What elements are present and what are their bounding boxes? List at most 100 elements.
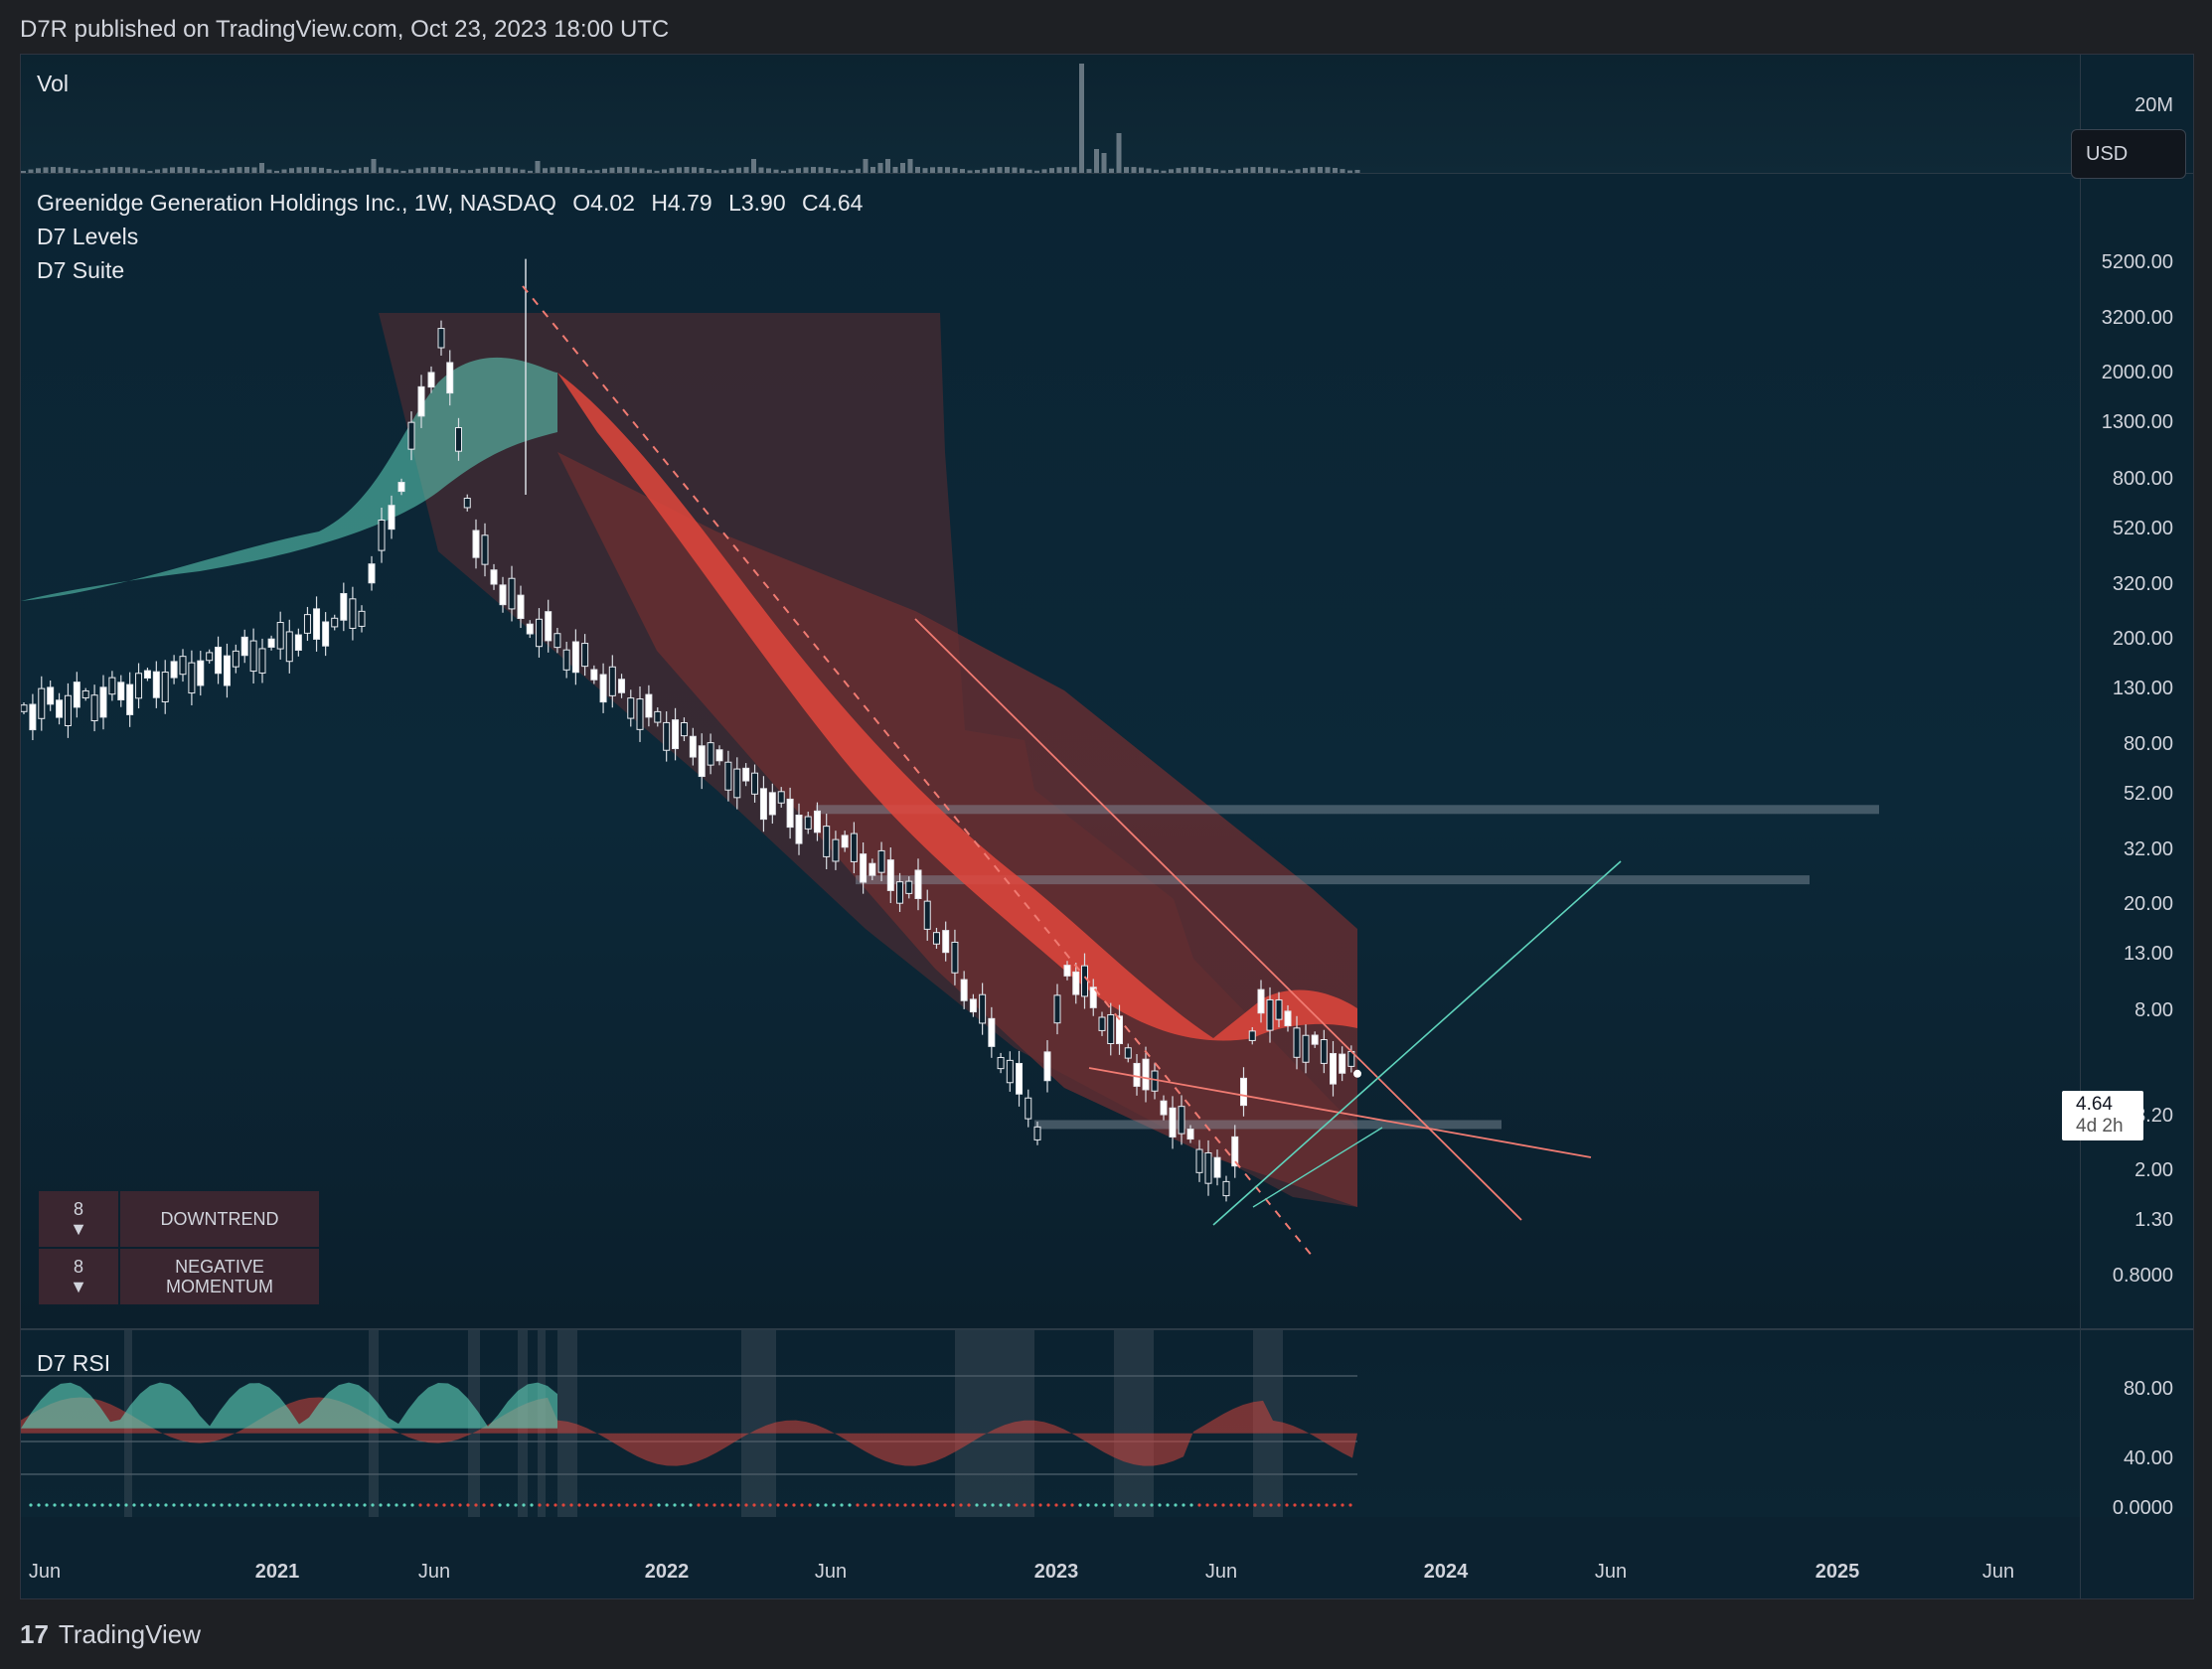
rsi-signal-dot: [569, 1503, 573, 1507]
volume-bar: [505, 167, 511, 173]
price-tick: 320.00: [2112, 572, 2173, 595]
rsi-signal-dot: [752, 1503, 756, 1507]
rsi-signal-dot: [1118, 1503, 1122, 1507]
rsi-signal-dot: [61, 1503, 65, 1507]
volume-bar: [207, 170, 213, 173]
rsi-signal-dot: [307, 1503, 311, 1507]
footer-brand[interactable]: 17 TradingView: [20, 1619, 201, 1650]
rsi-signal-dot: [1086, 1503, 1090, 1507]
volume-bar: [699, 167, 705, 173]
candle-body: [135, 673, 143, 699]
rsi-signal-dot: [140, 1503, 144, 1507]
volume-bar: [557, 167, 562, 173]
symbol-legend: Greenidge Generation Holdings Inc., 1W, …: [37, 190, 863, 217]
rsi-signal-dot: [728, 1503, 732, 1507]
rsi-signal-dot: [832, 1503, 836, 1507]
volume-bar: [543, 168, 548, 173]
candle-body: [358, 610, 366, 627]
indicator-d7-levels[interactable]: D7 Levels: [37, 224, 139, 249]
volume-bar: [1079, 64, 1084, 173]
candle-body: [258, 648, 266, 674]
rsi-signal-dot: [1094, 1503, 1098, 1507]
volume-bar: [1325, 167, 1331, 173]
volume-bar: [1184, 167, 1188, 173]
volume-bar: [311, 167, 317, 173]
volume-axis-label: 20M: [2134, 94, 2173, 116]
price-pane[interactable]: Greenidge Generation Holdings Inc., 1W, …: [21, 174, 2080, 1328]
candle-body: [545, 611, 553, 642]
rsi-signal-dot: [895, 1503, 899, 1507]
rsi-pane[interactable]: D7 RSI: [21, 1330, 2080, 1517]
candle-body: [1063, 965, 1071, 977]
candle-body: [905, 880, 913, 894]
volume-bar: [73, 168, 79, 173]
rsi-signal-dot: [1078, 1503, 1082, 1507]
rsi-signal-dot: [712, 1503, 716, 1507]
time-tick: 2025: [1815, 1561, 1860, 1583]
volume-bar: [564, 167, 570, 173]
rsi-signal-dot: [1237, 1503, 1241, 1507]
volume-bar: [1154, 169, 1159, 173]
volume-bar: [117, 167, 123, 173]
volume-bar: [66, 167, 71, 173]
rsi-signal-dot: [1126, 1503, 1130, 1507]
rsi-signal-dot: [458, 1503, 462, 1507]
volume-bar: [617, 167, 622, 173]
volume-bar: [1139, 167, 1144, 173]
momentum-count-value: 8: [73, 1257, 83, 1277]
rsi-signal-dot: [45, 1503, 49, 1507]
rsi-signal-dot: [100, 1503, 104, 1507]
rsi-signal-dot: [975, 1503, 979, 1507]
volume-bar: [222, 168, 228, 173]
rsi-signal-dot: [410, 1503, 414, 1507]
candle-body: [1231, 1136, 1239, 1167]
volume-bar: [415, 168, 421, 173]
volume-bar: [475, 168, 481, 173]
rsi-signal-dot: [522, 1503, 526, 1507]
candle-body: [126, 683, 134, 715]
candle-body: [47, 686, 55, 705]
volume-bar: [1205, 167, 1211, 173]
volume-bar: [930, 167, 935, 173]
momentum-arrow-icon: ▼: [70, 1277, 87, 1296]
volume-bar: [200, 168, 205, 173]
candle-body: [490, 569, 498, 585]
volume-pane[interactable]: Vol: [21, 55, 2080, 173]
candle-body: [397, 482, 405, 493]
rsi-title: D7 RSI: [37, 1350, 111, 1376]
rsi-signal-dot: [617, 1503, 621, 1507]
candle-body: [979, 993, 987, 1024]
candle-body: [1160, 1100, 1168, 1116]
time-tick: 2024: [1423, 1561, 1469, 1583]
rsi-signal-dot: [466, 1503, 470, 1507]
price-axis[interactable]: 5200.00 3200.00 2000.00 1300.00 800.00 520.00…: [2080, 174, 2193, 1328]
rsi-highlight-column: [1114, 1330, 1154, 1517]
rsi-axis[interactable]: 80.00 40.00 0.0000: [2080, 1330, 2193, 1519]
candle-body: [896, 881, 904, 904]
pane-separator-rsi[interactable]: [21, 1328, 2193, 1330]
volume-bar: [1213, 169, 1218, 173]
chart-frame[interactable]: Vol 20M Greenidge Generation Holdings In…: [20, 54, 2194, 1599]
rsi-signal-dot: [426, 1503, 430, 1507]
candle-body: [1033, 1126, 1041, 1140]
volume-bar: [364, 167, 369, 173]
rsi-signal-dot: [1142, 1503, 1146, 1507]
volume-bar: [281, 169, 287, 173]
rsi-signal-dot: [156, 1503, 160, 1507]
candle-body: [1302, 1034, 1310, 1063]
volume-bar: [498, 167, 503, 173]
candle-body: [850, 833, 858, 862]
rsi-signal-dot: [1102, 1503, 1106, 1507]
rsi-signal-dot: [1253, 1503, 1257, 1507]
candle-body: [417, 385, 425, 417]
currency-button[interactable]: USD: [2071, 129, 2186, 179]
indicator-d7-suite[interactable]: D7 Suite: [37, 257, 125, 283]
time-tick: Jun: [1981, 1561, 2015, 1583]
rsi-signal-dot: [251, 1503, 255, 1507]
rsi-signal-dot: [243, 1503, 247, 1507]
trend-status-table: 8 ▼ DOWNTREND 8 ▼ NEGATIVE MOMENTUM: [39, 1191, 319, 1306]
rsi-signal-dot: [816, 1503, 820, 1507]
rsi-signal-dot: [808, 1503, 812, 1507]
rsi-signal-dot: [1038, 1503, 1042, 1507]
volume-bar: [624, 167, 630, 173]
